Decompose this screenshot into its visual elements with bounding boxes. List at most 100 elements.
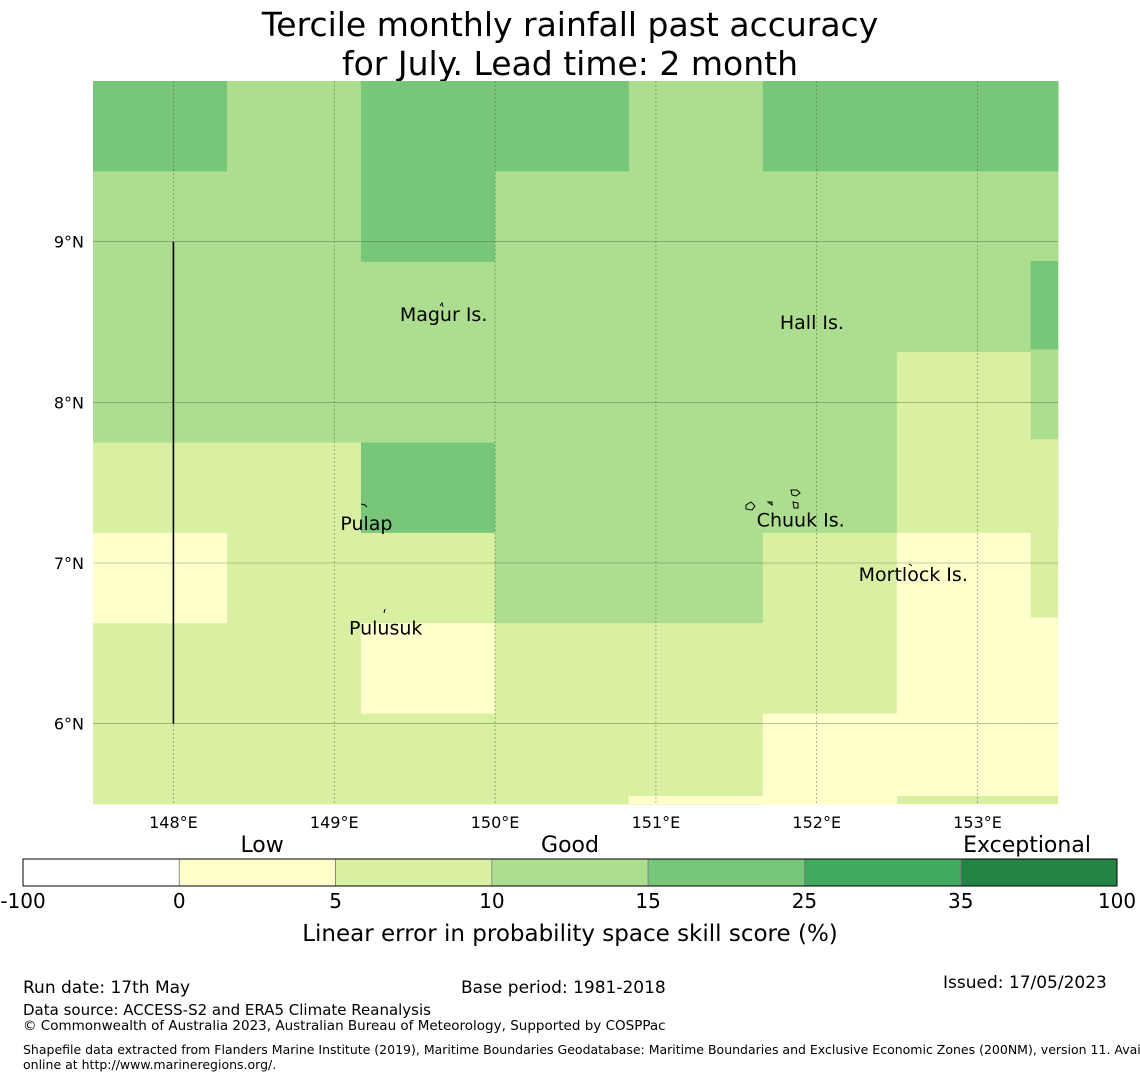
map-cell [762, 442, 898, 534]
chart-title-line2: for July. Lead time: 2 month [341, 44, 798, 83]
map-cell [226, 352, 362, 443]
map-cell [226, 442, 362, 534]
map-cell [226, 81, 362, 172]
map-cell [628, 795, 764, 804]
map-cell [1030, 349, 1058, 440]
place-label: Pulusuk [349, 617, 422, 639]
map-cell [762, 532, 898, 624]
map-cell [1030, 171, 1059, 263]
map-cell [1030, 81, 1059, 172]
legend-swatch [22, 858, 180, 887]
map-cell [628, 713, 764, 805]
map-cell [360, 532, 496, 624]
map-cell [628, 171, 764, 263]
map-cell [762, 623, 898, 715]
map-cell [1030, 623, 1059, 715]
island-outlines [360, 301, 913, 614]
map-cell [1030, 442, 1059, 534]
map-cell [360, 171, 496, 263]
map-cell [360, 713, 496, 805]
legend-tick-label: 25 [792, 889, 817, 913]
place-label: Mortlock Is. [859, 564, 968, 586]
map-cell [360, 352, 496, 443]
map-cell [896, 171, 1032, 263]
run-date: Run date: 17th May [23, 978, 191, 998]
place-label: Magur Is. [400, 304, 488, 326]
legend-axis-label: Linear error in probability space skill … [302, 921, 838, 947]
y-tick-label: 7°N [54, 554, 84, 573]
x-tick-label: 153°E [953, 813, 1002, 832]
map-cell [226, 171, 362, 263]
map-cell [494, 442, 630, 534]
map-cell [226, 713, 362, 805]
map-cell [360, 261, 496, 353]
map-cell [628, 442, 764, 534]
legend-tick-label: 10 [479, 889, 504, 913]
place-label: Pulap [340, 513, 392, 535]
map-cell [896, 623, 1032, 715]
map-cell [896, 81, 1032, 172]
map-cell [762, 261, 898, 353]
y-tick-label: 6°N [54, 715, 84, 734]
map-cell [897, 795, 1058, 804]
chart-title-line1: Tercile monthly rainfall past accuracy [261, 5, 879, 44]
skill-map: Magur Is. Hall Is. Pulap Chuuk Is. Mortlock … [0, 81, 1136, 947]
legend-category-label: Low [240, 833, 283, 858]
map-cell [494, 81, 630, 172]
map-cell [762, 713, 898, 805]
x-tick-label: 149°E [310, 813, 359, 832]
legend-tick-label: -100 [0, 889, 45, 913]
map-cell [1030, 713, 1059, 805]
legend-category-label: Exceptional [963, 833, 1091, 858]
issued-date: Issued: 17/05/2023 [943, 973, 1107, 993]
map-cell [1030, 527, 1058, 618]
map-cell [896, 261, 1032, 353]
map-cell [628, 532, 764, 624]
legend-swatch [335, 858, 493, 887]
map-cell [762, 171, 898, 263]
legend-tick-label: 100 [1098, 889, 1136, 913]
legend-category-label: Good [541, 833, 599, 858]
map-cell [360, 623, 496, 715]
x-tick-label: 148°E [149, 813, 198, 832]
legend-tick-label: 5 [329, 889, 342, 913]
legend-swatch [960, 858, 1118, 887]
legend-swatch [647, 858, 805, 887]
base-period: Base period: 1981-2018 [461, 978, 666, 998]
map-cell [93, 532, 228, 624]
map-cell [628, 623, 764, 715]
legend-swatch [178, 858, 336, 887]
x-tick-label: 152°E [792, 813, 841, 832]
map-cell [93, 261, 228, 353]
place-label: Chuuk Is. [757, 510, 845, 532]
x-tick-label: 151°E [632, 813, 681, 832]
map-cell [494, 713, 630, 805]
map-cell [494, 352, 630, 443]
map-cell [360, 442, 496, 534]
map-cell [494, 261, 630, 353]
map-cell [93, 713, 228, 805]
map-cell [226, 623, 362, 715]
shapefile-credit-line1: Shapefile data extracted from Flanders M… [23, 1042, 1140, 1057]
map-cell [226, 532, 362, 624]
y-tick-label: 8°N [54, 393, 84, 412]
legend-swatch [491, 858, 649, 887]
map-cell [93, 352, 228, 443]
place-label: Hall Is. [780, 312, 844, 334]
map-cell [93, 171, 228, 263]
copyright-notice: © Commonwealth of Australia 2023, Austra… [23, 1018, 666, 1034]
y-tick-label: 9°N [54, 233, 84, 252]
map-cell [628, 81, 764, 172]
legend-tick-label: 35 [948, 889, 973, 913]
map-cell [226, 261, 362, 353]
map-cell [896, 352, 1032, 443]
map-cell [494, 171, 630, 263]
map-cell [896, 713, 1032, 805]
legend-tick-label: 15 [635, 889, 660, 913]
map-cell [93, 81, 228, 172]
data-source: Data source: ACCESS-S2 and ERA5 Climate … [23, 1001, 431, 1019]
legend-frame [22, 858, 1118, 887]
map-cell [93, 442, 228, 534]
map-cell [896, 442, 1032, 534]
x-tick-label: 150°E [471, 813, 520, 832]
